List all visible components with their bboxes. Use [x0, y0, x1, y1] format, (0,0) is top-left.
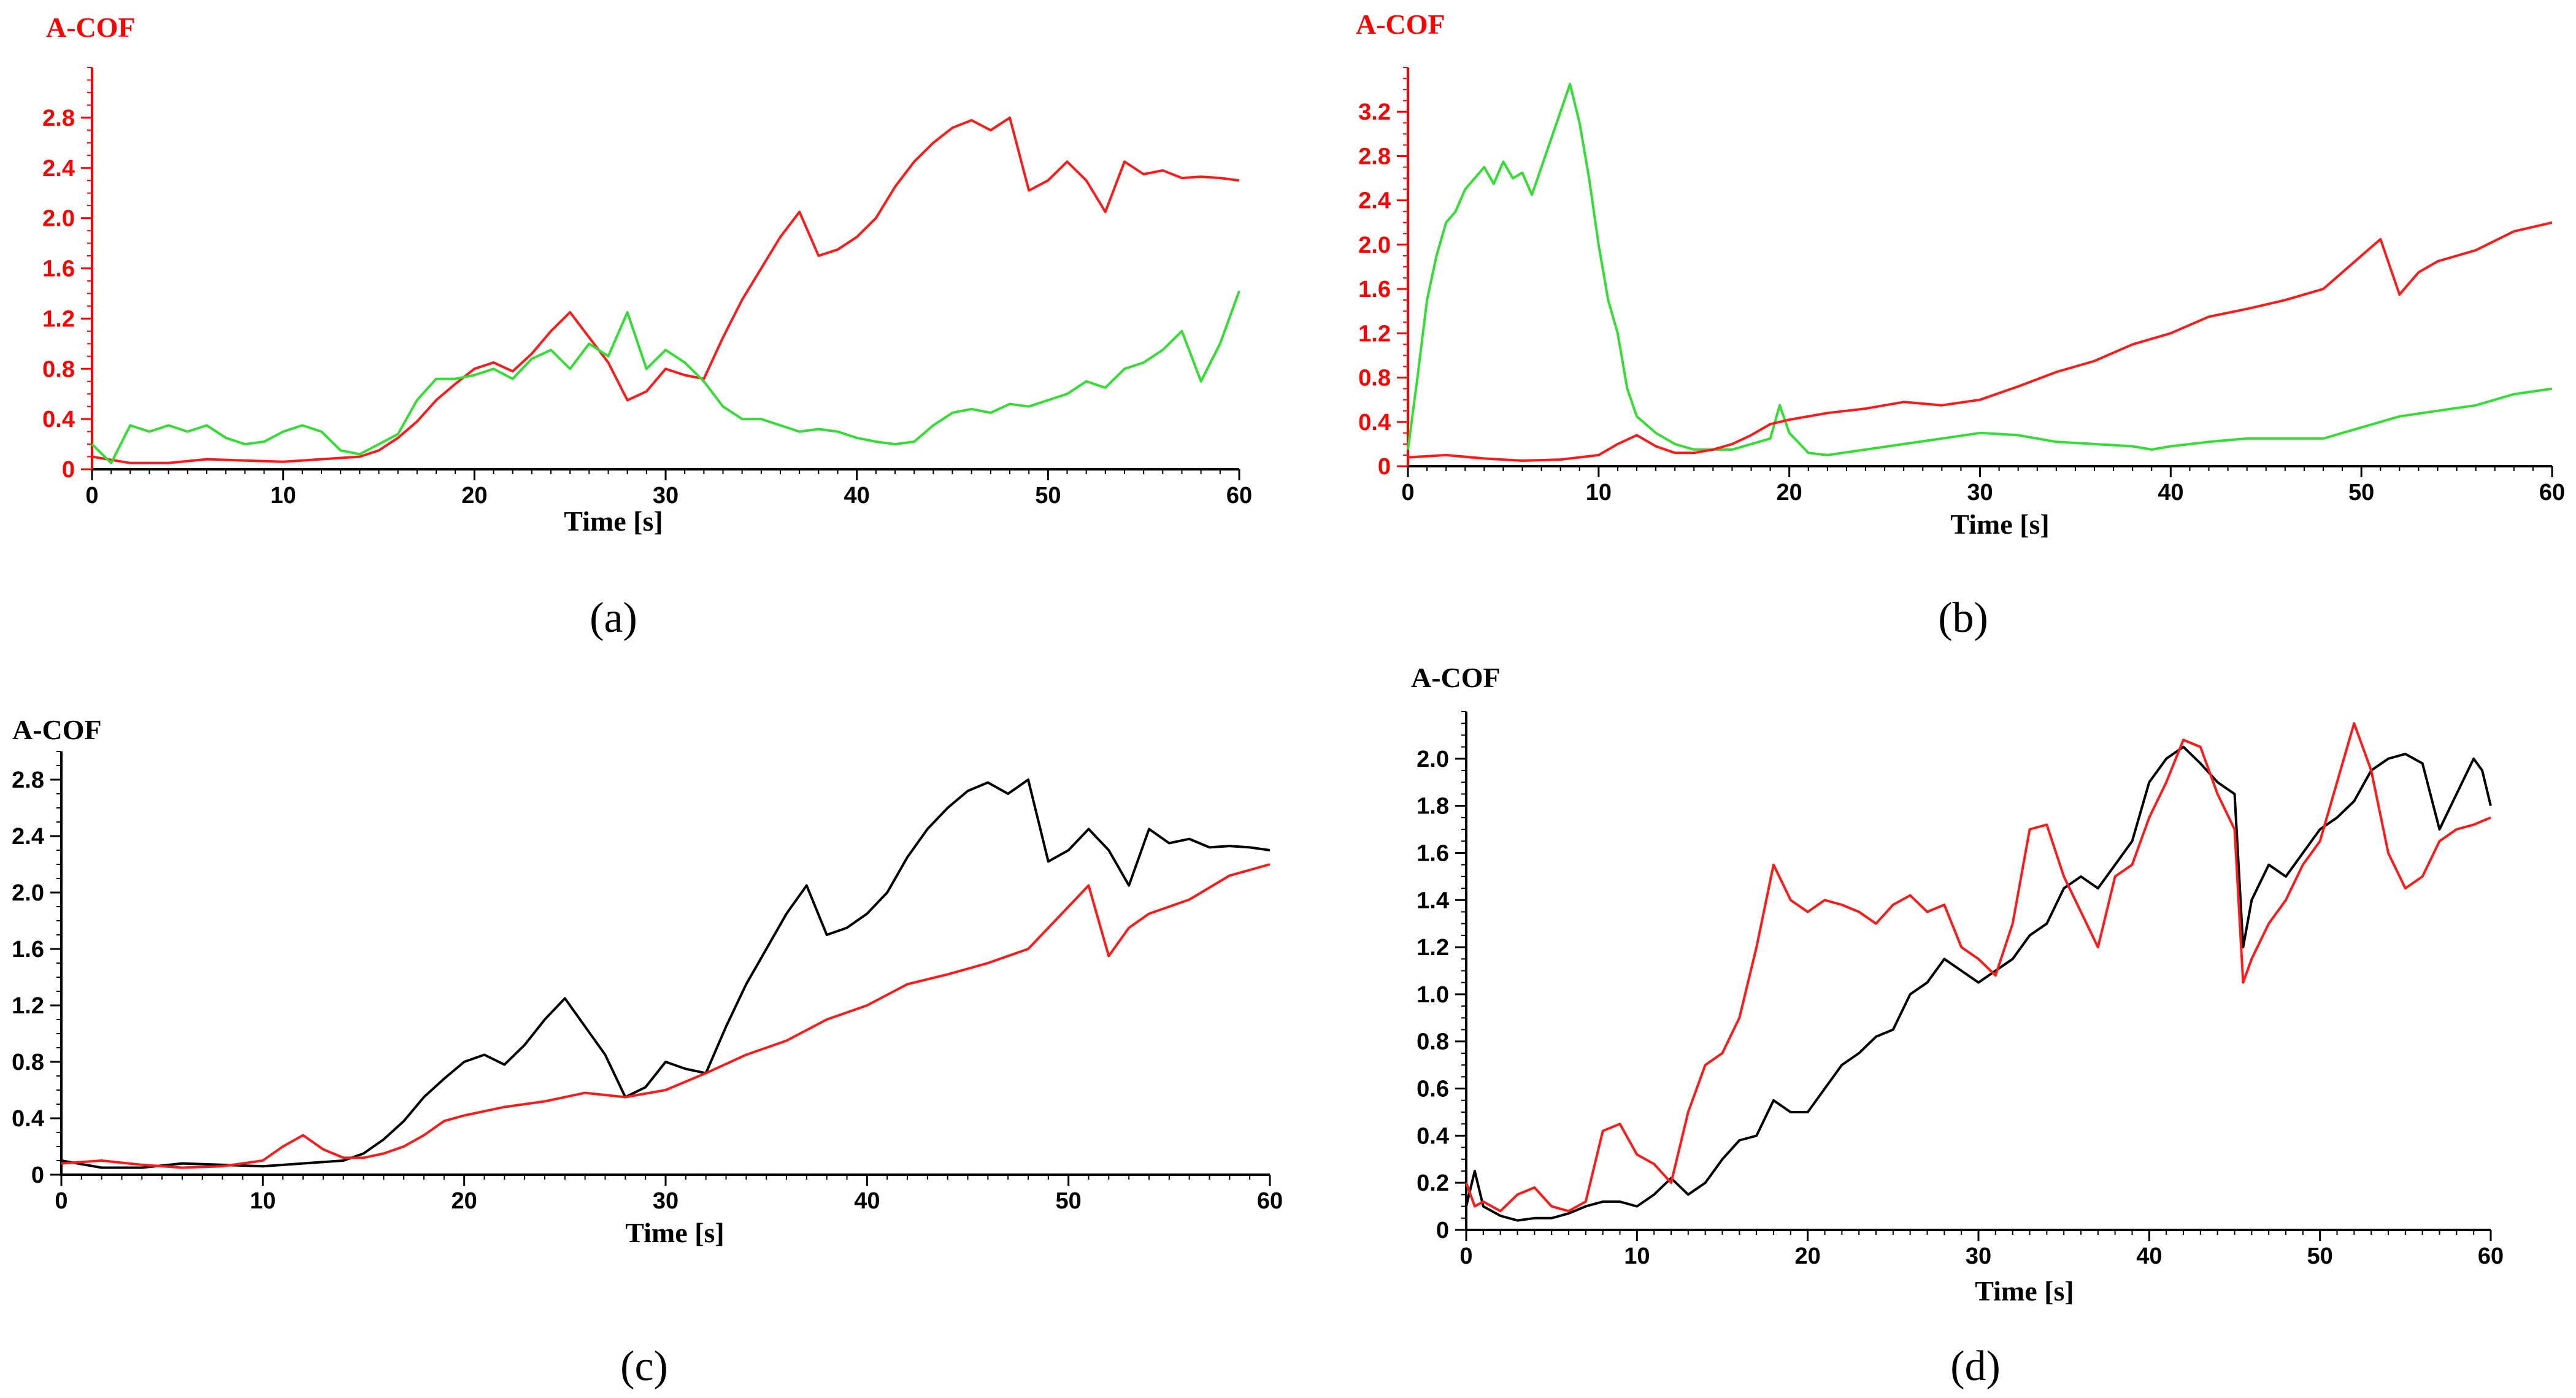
series-line-black — [1465, 745, 2492, 1222]
y-tick-label: 2.8 — [1358, 144, 1391, 169]
x-tick-label: 0 — [1401, 480, 1414, 505]
x-tick-label: 0 — [85, 483, 98, 509]
y-tick-label: 1.4 — [1417, 888, 1449, 913]
x-tick-label: 20 — [461, 483, 487, 509]
x-tick-label: 20 — [452, 1188, 477, 1214]
series-line-red — [61, 863, 1271, 1169]
y-tick-label: 0.4 — [12, 1106, 44, 1132]
y-tick-label: 0.6 — [1417, 1077, 1449, 1102]
y-tick-label: 2.8 — [42, 106, 75, 131]
y-tick-label: 0 — [1378, 454, 1391, 480]
x-tick-label: 0 — [55, 1188, 67, 1214]
y-tick-label: 0 — [1436, 1218, 1449, 1243]
chart-panel-d: 0 10 20 30 40 50 60 0 0.2 0.4 0.6 0.8 1.0 1.2 1.4 1.6 1.… — [1411, 662, 2504, 1390]
y-axis-title: A-COF — [46, 12, 136, 43]
x-tick-label: 30 — [653, 483, 679, 509]
y-tick-label: 1.8 — [1417, 794, 1449, 820]
chart-panel-c: 0 10 20 30 40 50 60 0 0.4 0.8 1.2 1.6 2.0 2.4 2.8 A-COF… — [12, 714, 1283, 1390]
x-tick-label: 10 — [1586, 480, 1612, 505]
x-tick-label: 10 — [250, 1188, 275, 1214]
y-tick-label: 0.8 — [12, 1050, 44, 1075]
series-line-green — [91, 290, 1240, 464]
y-tick-label: 0.8 — [1358, 366, 1391, 391]
y-tick-label: 2.4 — [42, 156, 75, 182]
y-axis-title: A-COF — [1356, 9, 1445, 40]
y-tick-label: 1.2 — [1417, 935, 1449, 961]
y-tick-label: 2.0 — [42, 206, 75, 232]
x-tick-label: 30 — [653, 1188, 679, 1214]
y-tick-label: 1.2 — [42, 306, 75, 332]
chart-panel-a: 0 10 20 30 40 50 60 0 0.4 0.8 1.2 1.6 2.0 2.4 2.8 A-COF… — [42, 12, 1252, 642]
x-tick-label: 50 — [1056, 1188, 1082, 1214]
x-tick-label: 50 — [1035, 483, 1061, 509]
panel-caption: (b) — [1938, 594, 1988, 642]
x-tick-label: 50 — [2307, 1243, 2333, 1269]
x-tick-label: 30 — [1967, 480, 1993, 505]
y-tick-label: 1.6 — [1417, 840, 1449, 866]
x-tick-label: 10 — [271, 483, 296, 509]
x-tick-label: 60 — [1257, 1188, 1283, 1214]
y-tick-label: 1.0 — [1417, 982, 1449, 1008]
y-tick-label: 1.6 — [42, 256, 75, 282]
x-tick-label: 60 — [2478, 1243, 2504, 1269]
y-tick-label: 0.2 — [1417, 1170, 1449, 1196]
x-tick-label: 40 — [854, 1188, 880, 1214]
x-tick-label: 20 — [1777, 480, 1802, 505]
panel-caption: (c) — [620, 1343, 668, 1390]
y-tick-label: 1.6 — [12, 937, 44, 962]
panel-caption: (d) — [1950, 1343, 2001, 1390]
y-tick-label: 3.2 — [1358, 99, 1391, 125]
series-line-red — [1407, 221, 2553, 462]
x-tick-label: 10 — [1624, 1243, 1650, 1269]
chart-panel-b: 0 10 20 30 40 50 60 0 0.4 0.8 1.2 1.6 2.0 2.4 2.8 3.2 A-… — [1356, 9, 2565, 642]
x-axis-title: Time [s] — [564, 505, 663, 537]
y-tick-label: 1.6 — [1358, 277, 1391, 302]
y-tick-label: 0.8 — [1417, 1029, 1449, 1055]
y-axis-title: A-COF — [12, 714, 102, 745]
x-tick-label: 30 — [1966, 1243, 1991, 1269]
y-tick-label: 0.8 — [42, 356, 75, 382]
y-tick-label: 0 — [62, 457, 75, 483]
y-tick-label: 2.4 — [1358, 188, 1391, 214]
x-tick-label: 20 — [1795, 1243, 1821, 1269]
y-tick-label: 0.4 — [1417, 1123, 1449, 1149]
y-axis-title: A-COF — [1411, 662, 1501, 693]
y-tick-label: 2.0 — [12, 880, 44, 906]
x-tick-label: 40 — [2136, 1243, 2162, 1269]
y-tick-label: 0 — [31, 1162, 44, 1188]
x-axis-title: Time [s] — [1975, 1275, 2074, 1307]
y-tick-label: 2.4 — [12, 824, 44, 850]
x-tick-label: 40 — [844, 483, 870, 509]
x-tick-label: 40 — [2158, 480, 2183, 505]
y-tick-label: 1.2 — [12, 993, 44, 1019]
x-tick-label: 60 — [1226, 483, 1252, 509]
y-tick-label: 2.0 — [1417, 747, 1449, 772]
x-axis-title: Time [s] — [1950, 509, 2049, 540]
x-axis-title: Time [s] — [625, 1217, 724, 1248]
y-tick-label: 2.0 — [1358, 232, 1391, 258]
series-line-red — [91, 116, 1240, 464]
x-tick-label: 50 — [2348, 480, 2374, 505]
y-tick-label: 2.8 — [12, 767, 44, 793]
x-tick-label: 0 — [1459, 1243, 1472, 1269]
series-line-black — [61, 778, 1271, 1169]
x-tick-label: 60 — [2539, 480, 2565, 505]
y-tick-label: 1.2 — [1358, 321, 1391, 347]
y-tick-label: 0.4 — [1358, 410, 1391, 436]
series-line-green — [1407, 83, 2553, 456]
series-line-red — [1465, 722, 2491, 1213]
panel-caption: (a) — [590, 594, 637, 642]
y-tick-label: 0.4 — [42, 407, 75, 432]
